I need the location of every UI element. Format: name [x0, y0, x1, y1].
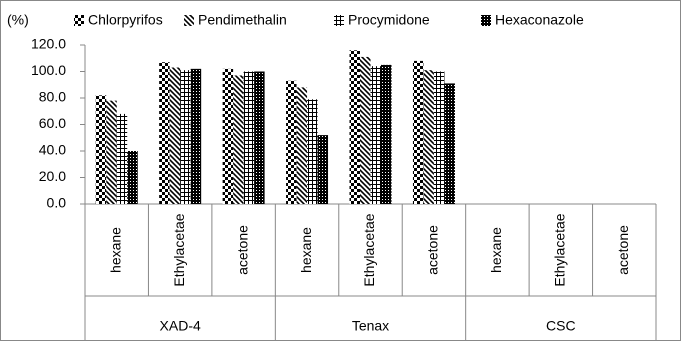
- y-tick-label: 60.0: [39, 115, 66, 131]
- bar: [381, 64, 392, 204]
- group-label: CSC: [546, 318, 576, 334]
- y-axis-label: (%): [7, 12, 29, 28]
- bar: [444, 83, 455, 204]
- bar: [254, 71, 265, 204]
- bar: [169, 67, 181, 205]
- y-tick-label: 40.0: [39, 142, 66, 158]
- bar: [95, 95, 107, 204]
- legend-swatch: [334, 15, 344, 26]
- bar: [433, 71, 445, 204]
- bar: [180, 70, 191, 204]
- legend-swatch: [184, 15, 194, 26]
- bar: [233, 75, 244, 204]
- legend-label: Hexaconazole: [495, 12, 584, 28]
- bar: [222, 68, 234, 204]
- bar: [106, 100, 117, 204]
- bar: [286, 80, 297, 204]
- bar: [317, 135, 329, 204]
- x-tick-label: hexane: [107, 227, 123, 273]
- y-tick-label: 100.0: [31, 62, 66, 78]
- x-tick-label: acetone: [234, 225, 250, 275]
- x-tick-label: Ethylacetae: [552, 213, 568, 286]
- bar: [243, 71, 255, 204]
- bar: [159, 62, 170, 204]
- legend-swatch: [481, 15, 491, 26]
- legend-swatch: [74, 15, 84, 26]
- bar: [190, 68, 202, 204]
- group-label: Tenax: [352, 318, 389, 334]
- x-tick-label: hexane: [488, 227, 504, 273]
- x-tick-label: acetone: [615, 225, 631, 275]
- bar: [127, 151, 138, 204]
- x-tick-label: Ethylacetae: [361, 213, 377, 286]
- legend-label: Pendimethalin: [198, 12, 287, 28]
- legend-label: Procymidone: [348, 12, 430, 28]
- y-tick-label: 0.0: [47, 195, 67, 211]
- bar: [296, 87, 308, 204]
- x-tick-label: hexane: [298, 227, 314, 273]
- x-tick-label: acetone: [425, 225, 441, 275]
- bar: [116, 113, 128, 204]
- bar: [412, 60, 424, 205]
- bar: [349, 50, 360, 204]
- y-tick-label: 80.0: [39, 89, 66, 105]
- bar: [360, 56, 371, 204]
- y-tick-label: 120.0: [31, 36, 66, 52]
- bar: [423, 70, 434, 204]
- legend-label: Chlorpyrifos: [88, 12, 163, 28]
- group-label: XAD-4: [160, 318, 201, 334]
- y-tick-label: 20.0: [39, 168, 66, 184]
- bar: [370, 66, 381, 204]
- x-tick-label: Ethylacetae: [171, 213, 187, 286]
- bar: [307, 99, 318, 204]
